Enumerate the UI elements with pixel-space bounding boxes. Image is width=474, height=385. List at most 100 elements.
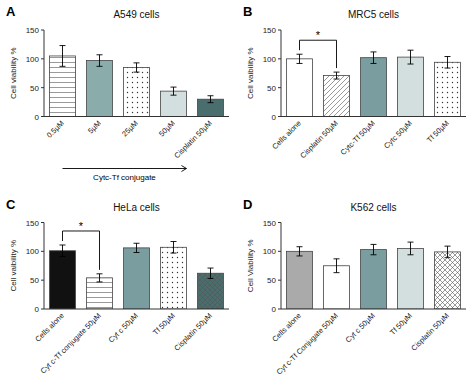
error-bar [171, 242, 177, 254]
error-bar [208, 96, 214, 103]
y-tick [278, 58, 281, 59]
x-tick-label: Cyt c-Tf conjugate 50µM [39, 311, 103, 375]
annotation-arrow [63, 166, 187, 172]
figure: 0501001500.5µM5µM25µM50µMCisplatin 50µMA… [0, 0, 474, 385]
error-bar [408, 50, 414, 64]
error-bar [297, 54, 303, 63]
annotation: Cytc-Tf conjugate [93, 173, 156, 182]
x-tick-label: Tf 50µM [388, 311, 414, 337]
x-tick-label: 50µM [157, 119, 177, 139]
panel-label: C [6, 197, 16, 212]
y-axis [281, 30, 282, 117]
title: A549 cells [113, 9, 159, 20]
error-bar [334, 259, 340, 273]
bar [435, 62, 461, 116]
y-tick-label: 50 [30, 276, 39, 285]
x-tick-label: Cytc-Tf 50µM [339, 119, 377, 157]
x-tick-label: 0.5µM [45, 119, 66, 140]
x-tick-label: Cells alone [270, 119, 303, 152]
bars [287, 242, 461, 309]
y-tick-label: 50 [267, 276, 276, 285]
bar [161, 247, 187, 309]
error-bar [97, 274, 103, 282]
y-axis-label: Cell viability % [9, 47, 18, 99]
error-bar [445, 246, 451, 258]
y-tick-label: 100 [26, 247, 40, 256]
y-tick [278, 222, 281, 223]
y-tick [278, 309, 281, 310]
bar [324, 76, 350, 117]
x-axis [44, 116, 229, 117]
y-tick-label: 100 [26, 55, 40, 64]
y-tick-label: 50 [267, 84, 276, 93]
y-tick-label: 150 [263, 26, 277, 35]
x-axis [44, 309, 229, 310]
y-tick-label: 0 [35, 305, 40, 314]
y-tick [278, 251, 281, 252]
y-tick [278, 87, 281, 88]
bar [87, 61, 113, 117]
y-tick-label: 100 [263, 247, 277, 256]
bar [361, 250, 387, 309]
y-tick-label: 0 [272, 113, 277, 122]
x-tick-label: Cyt c-Tf Conjugate 50µM [274, 311, 339, 376]
x-tick-label: Cyt c 50µM [344, 311, 377, 344]
y-axis-label: Cell vaibility % [246, 47, 255, 99]
bar [87, 278, 113, 309]
error-bar [371, 244, 377, 254]
y-tick-label: 150 [263, 219, 277, 228]
error-bar [334, 72, 340, 79]
bars [50, 242, 224, 309]
bar [124, 248, 150, 309]
y-tick-label: 0 [272, 305, 277, 314]
bar [435, 252, 461, 309]
bar [361, 58, 387, 117]
y-axis [281, 223, 282, 310]
bar [50, 251, 76, 309]
bar [124, 67, 150, 116]
panel-label: A [6, 4, 16, 19]
y-tick-label: 150 [26, 26, 40, 35]
y-tick [41, 280, 44, 281]
bar [287, 251, 313, 309]
y-tick [41, 222, 44, 223]
x-axis [281, 116, 466, 117]
bar [287, 59, 313, 117]
title: K562 cells [350, 202, 396, 213]
bars [50, 46, 224, 117]
y-tick-label: 150 [26, 219, 40, 228]
x-tick-label: Cyt c 50µM [107, 311, 140, 344]
error-bar [297, 247, 303, 256]
y-tick [278, 116, 281, 117]
x-tick-label: 5µM [86, 119, 103, 136]
significance-bracket [300, 40, 337, 68]
y-tick [41, 30, 44, 31]
y-axis [44, 30, 45, 117]
x-tick-label: 25µM [120, 119, 140, 139]
x-tick-label: Cisplatin 50µM [172, 119, 214, 161]
y-tick-label: 0 [35, 113, 40, 122]
panel: 0 50 100 150 Cells aloneCyt c-Tf conjugate 5… [6, 197, 229, 376]
y-axis-label: Cell Viability % [246, 239, 255, 292]
error-bar [60, 46, 66, 67]
significance-bracket [63, 231, 100, 270]
y-tick [41, 309, 44, 310]
y-tick [41, 116, 44, 117]
y-tick [278, 280, 281, 281]
error-bar [171, 87, 177, 95]
x-tick-label: Cytc 50µM [382, 119, 414, 151]
error-bar [208, 268, 214, 278]
error-bar [134, 63, 140, 72]
x-axis [281, 309, 466, 310]
panel: 0 50 100 150 0.5µM 5µM 25µM 50µMCisplatin 50µM A… [6, 4, 229, 182]
y-tick-label: 50 [30, 84, 39, 93]
x-tick-label: Cells alone [33, 311, 66, 344]
y-tick [41, 251, 44, 252]
error-bar [445, 57, 451, 69]
panel: 050100150Cells aloneCyt c-Tf Conjugate 5… [243, 197, 466, 377]
x-tick-label: Cisplatin 50µM [172, 311, 214, 353]
panel-label: D [243, 197, 252, 212]
annotation: * [79, 220, 84, 232]
x-tick-label: Cisplatin 50µM [298, 119, 340, 161]
panel-label: B [243, 4, 252, 19]
